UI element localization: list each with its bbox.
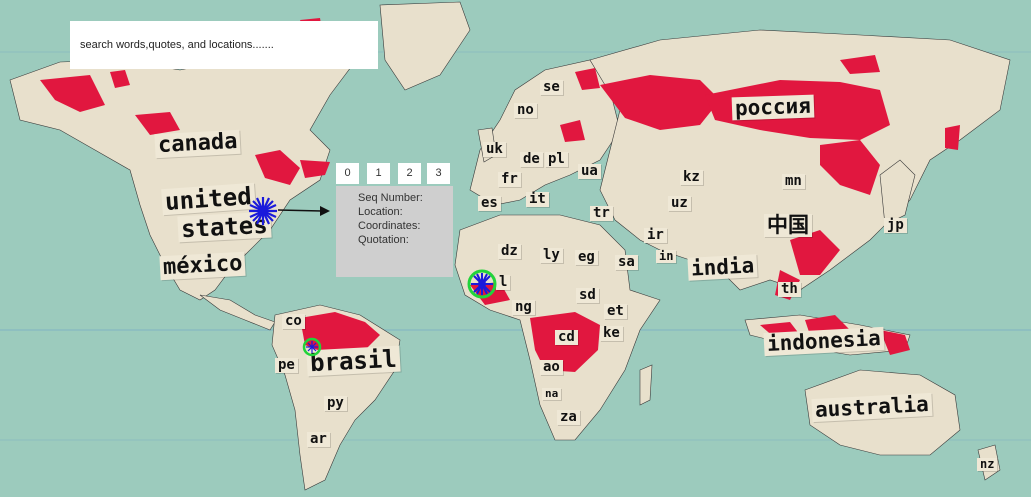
highlight-region — [110, 70, 130, 88]
country-label-sd: sd — [576, 287, 599, 304]
country-label-th: th — [778, 281, 801, 298]
location-label: Location: — [358, 206, 403, 218]
popup-tab-1[interactable]: 1 — [367, 163, 390, 184]
country-label-ng: ng — [512, 299, 535, 316]
west-africa-marker[interactable] — [466, 268, 498, 300]
greenland-landmass — [379, 1, 471, 91]
popup-tab-3[interactable]: 3 — [427, 163, 450, 184]
country-label-it: it — [526, 191, 549, 208]
country-label-pl: pl — [545, 151, 568, 168]
country-label-na: na — [542, 387, 562, 401]
country-label-ir: ir — [644, 227, 667, 244]
country-label-mn: mn — [782, 173, 805, 190]
search-input[interactable] — [70, 21, 378, 69]
country-label-in: in — [656, 249, 677, 264]
popup-tab-0[interactable]: 0 — [336, 163, 359, 184]
country-label-ar: ar — [307, 431, 330, 448]
country-label-mexico: méxico — [159, 251, 247, 281]
country-label-sa: sa — [615, 254, 638, 271]
country-label-nz: nz — [977, 457, 998, 472]
highlight-region — [40, 75, 105, 112]
country-label-no: no — [514, 102, 537, 119]
country-label-py: py — [324, 395, 347, 412]
highlight-region — [820, 140, 880, 195]
seq-number-label: Seq Number: — [358, 192, 423, 204]
country-label-fr: fr — [498, 171, 521, 188]
country-label-ly: ly — [540, 247, 563, 264]
japan-landmass — [879, 159, 916, 226]
country-label-et: et — [604, 303, 627, 320]
country-label-kz: kz — [680, 169, 703, 186]
country-label-ua: ua — [578, 163, 601, 180]
country-label-russia: россия — [731, 94, 815, 121]
country-label-l: l — [496, 274, 511, 291]
country-label-ke: ke — [600, 325, 623, 342]
highlight-region — [300, 160, 330, 178]
country-label-de: de — [520, 151, 543, 168]
country-label-co: co — [282, 313, 305, 330]
highlight-region — [790, 230, 840, 275]
country-label-se: se — [540, 79, 563, 96]
starburst-icon — [306, 341, 318, 353]
country-label-uk: uk — [483, 141, 506, 158]
country-label-es: es — [478, 195, 501, 212]
popup-tab-2[interactable]: 2 — [398, 163, 421, 184]
country-label-eg: eg — [575, 249, 598, 266]
madagascar-landmass — [639, 364, 653, 406]
country-label-india: india — [687, 253, 758, 281]
country-label-za: za — [557, 409, 580, 426]
highlight-region — [880, 330, 910, 355]
highlight-region — [600, 75, 720, 130]
country-label-china: 中国 — [764, 213, 812, 238]
country-label-pe: pe — [275, 357, 298, 374]
country-label-dz: dz — [498, 243, 521, 260]
country-label-ao: ao — [540, 359, 563, 376]
info-popup: Seq Number: Location: Coordinates: Quota… — [336, 186, 453, 277]
country-label-united: united — [161, 182, 256, 216]
united-states-marker[interactable] — [247, 195, 279, 227]
country-label-jp: jp — [884, 217, 907, 234]
coordinates-label: Coordinates: — [358, 220, 421, 232]
ring-icon — [302, 337, 322, 357]
country-label-cd: cd — [555, 329, 578, 346]
highlight-region — [255, 150, 300, 185]
pointer-arrowhead — [320, 206, 330, 216]
country-label-canada: canada — [154, 129, 242, 159]
highlight-region — [945, 125, 960, 150]
highlight-region — [840, 55, 880, 74]
country-label-tr: tr — [590, 205, 613, 222]
ring-icon — [467, 269, 497, 299]
quotation-label: Quotation: — [358, 234, 409, 246]
highlight-region — [575, 68, 600, 90]
pointer-arrow — [277, 209, 323, 212]
central-america-landmass — [199, 294, 276, 331]
highlight-region — [560, 120, 585, 142]
country-label-uz: uz — [668, 195, 691, 212]
brazil-marker[interactable] — [302, 337, 322, 357]
highlight-region — [135, 112, 180, 135]
